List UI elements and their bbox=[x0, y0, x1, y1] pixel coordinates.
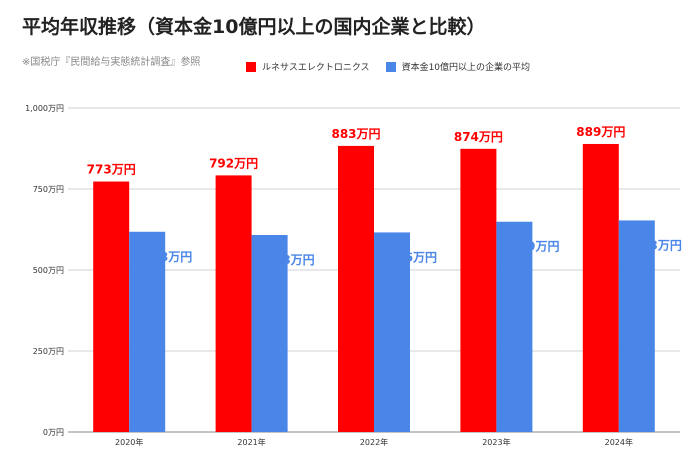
legend-label-series-1: ルネサスエレクトロニクス bbox=[262, 63, 370, 73]
legend-label-series-2: 資本金10億円以上の企業の平均 bbox=[401, 63, 531, 73]
data-label-series-1: 874万円 bbox=[454, 130, 503, 144]
legend: ルネサスエレクトロニクス 資本金10億円以上の企業の平均 bbox=[246, 60, 530, 73]
bar-series-1 bbox=[460, 148, 497, 432]
x-tick-label: 2021年 bbox=[237, 437, 265, 447]
y-tick-label: 0万円 bbox=[43, 428, 64, 437]
chart-title: 平均年収推移（資本金10億円以上の国内企業と比較） bbox=[22, 16, 486, 38]
x-tick-label: 2022年 bbox=[360, 437, 388, 447]
data-label-series-1: 792万円 bbox=[209, 156, 258, 170]
bar-series-2 bbox=[251, 235, 288, 432]
bar-series-1 bbox=[582, 143, 619, 433]
x-tick-label: 2023年 bbox=[482, 437, 510, 447]
bar-series-2 bbox=[618, 220, 655, 432]
bar-series-2 bbox=[129, 231, 166, 432]
legend-swatch-series-1 bbox=[246, 61, 256, 72]
bar-series-1 bbox=[215, 175, 252, 432]
source-note: ※国税庁『民間給与実態統計調査』参照 bbox=[22, 57, 201, 68]
data-label-series-2: 608万円 bbox=[266, 253, 315, 267]
data-label-series-1: 889万円 bbox=[576, 125, 625, 139]
data-label-series-2: 653万円 bbox=[633, 238, 682, 252]
data-label-series-1: 883万円 bbox=[331, 127, 380, 141]
data-label-series-2: 649万円 bbox=[510, 240, 559, 254]
legend-item-series-2: 資本金10億円以上の企業の平均 bbox=[385, 60, 531, 73]
legend-swatch-series-2 bbox=[385, 61, 396, 72]
bar-series-2 bbox=[374, 232, 410, 432]
data-label-series-2: 618万円 bbox=[143, 250, 192, 264]
y-tick-label: 1,000万円 bbox=[25, 104, 64, 113]
y-tick-label: 750万円 bbox=[33, 185, 64, 194]
y-tick-label: 250万円 bbox=[33, 347, 64, 356]
y-tick-label: 500万円 bbox=[33, 266, 64, 275]
x-tick-label: 2024年 bbox=[605, 437, 633, 447]
bar-series-1 bbox=[338, 145, 374, 432]
data-label-series-1: 773万円 bbox=[87, 163, 136, 177]
data-label-series-2: 616万円 bbox=[388, 250, 437, 264]
bar-series-1 bbox=[93, 181, 130, 432]
x-tick-label: 2020年 bbox=[115, 437, 143, 447]
legend-item-series-1: ルネサスエレクトロニクス bbox=[246, 60, 370, 73]
bar-series-2 bbox=[496, 221, 533, 432]
